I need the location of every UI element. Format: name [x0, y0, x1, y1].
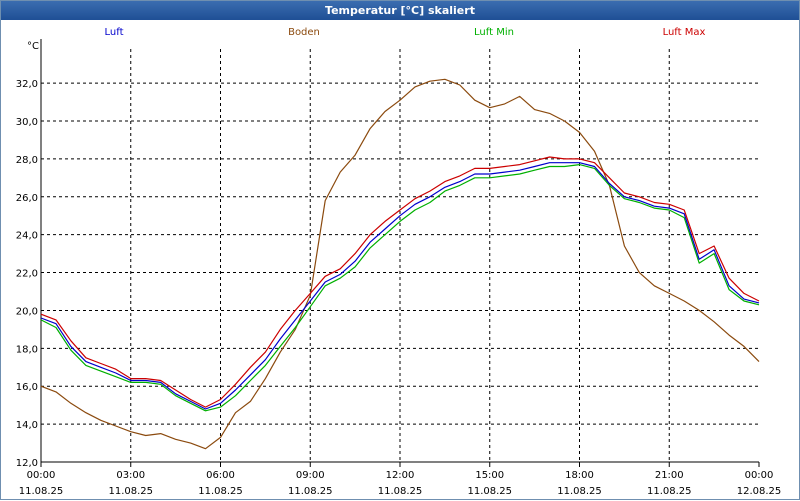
- y-tick-label: 28,0: [16, 155, 38, 166]
- chart-grid: [41, 49, 759, 463]
- legend-luft: Luft: [105, 27, 124, 38]
- x-tick-time: 06:00: [206, 470, 235, 481]
- x-tick-date: 11.08.25: [647, 486, 692, 497]
- y-tick-label: 18,0: [16, 344, 38, 355]
- y-tick-label: 26,0: [16, 193, 38, 204]
- series-line-luft-min: [40, 164, 760, 412]
- x-tick-date: 11.08.25: [378, 486, 423, 497]
- x-tick-time: 00:00: [745, 470, 774, 481]
- x-tick-date: 11.08.25: [467, 486, 512, 497]
- chart-ticks: 32,0 30,0 28,0 26,0 24,0 22,0 20,0 18,0 16,0 14,0…: [16, 79, 782, 497]
- series-line-luft-max: [40, 156, 760, 408]
- chart-title: Temperatur [°C] skaliert: [1, 1, 799, 20]
- y-tick-label: 22,0: [16, 269, 38, 280]
- legend-luft-max: Luft Max: [663, 27, 706, 38]
- x-tick-date: 11.08.25: [108, 486, 153, 497]
- y-tick-label: 16,0: [16, 382, 38, 393]
- y-tick-label: 12,0: [16, 458, 38, 469]
- series-line-luft: [40, 162, 760, 410]
- x-tick-time: 12:00: [386, 470, 415, 481]
- y-tick-label: 32,0: [16, 79, 38, 90]
- x-tick-time: 15:00: [475, 470, 504, 481]
- x-tick-date: 11.08.25: [288, 486, 333, 497]
- x-tick-time: 09:00: [296, 470, 325, 481]
- y-tick-label: 24,0: [16, 231, 38, 242]
- x-tick-time: 00:00: [27, 470, 56, 481]
- chart-axes: [40, 39, 760, 467]
- series-line-boden: [40, 78, 760, 450]
- x-tick-date: 11.08.25: [198, 486, 243, 497]
- x-tick-date: 12.08.25: [737, 486, 782, 497]
- x-tick-time: 18:00: [565, 470, 594, 481]
- y-tick-label: 30,0: [16, 117, 38, 128]
- x-tick-time: 21:00: [655, 470, 684, 481]
- y-tick-label: 20,0: [16, 306, 38, 317]
- legend-boden: Boden: [288, 27, 320, 38]
- y-tick-label: 14,0: [16, 420, 38, 431]
- x-tick-date: 11.08.25: [557, 486, 602, 497]
- y-axis-unit: °C: [27, 41, 39, 52]
- legend-luft-min: Luft Min: [474, 27, 514, 38]
- chart-series: [40, 78, 760, 450]
- x-tick-date: 11.08.25: [19, 486, 64, 497]
- x-tick-time: 03:00: [116, 470, 145, 481]
